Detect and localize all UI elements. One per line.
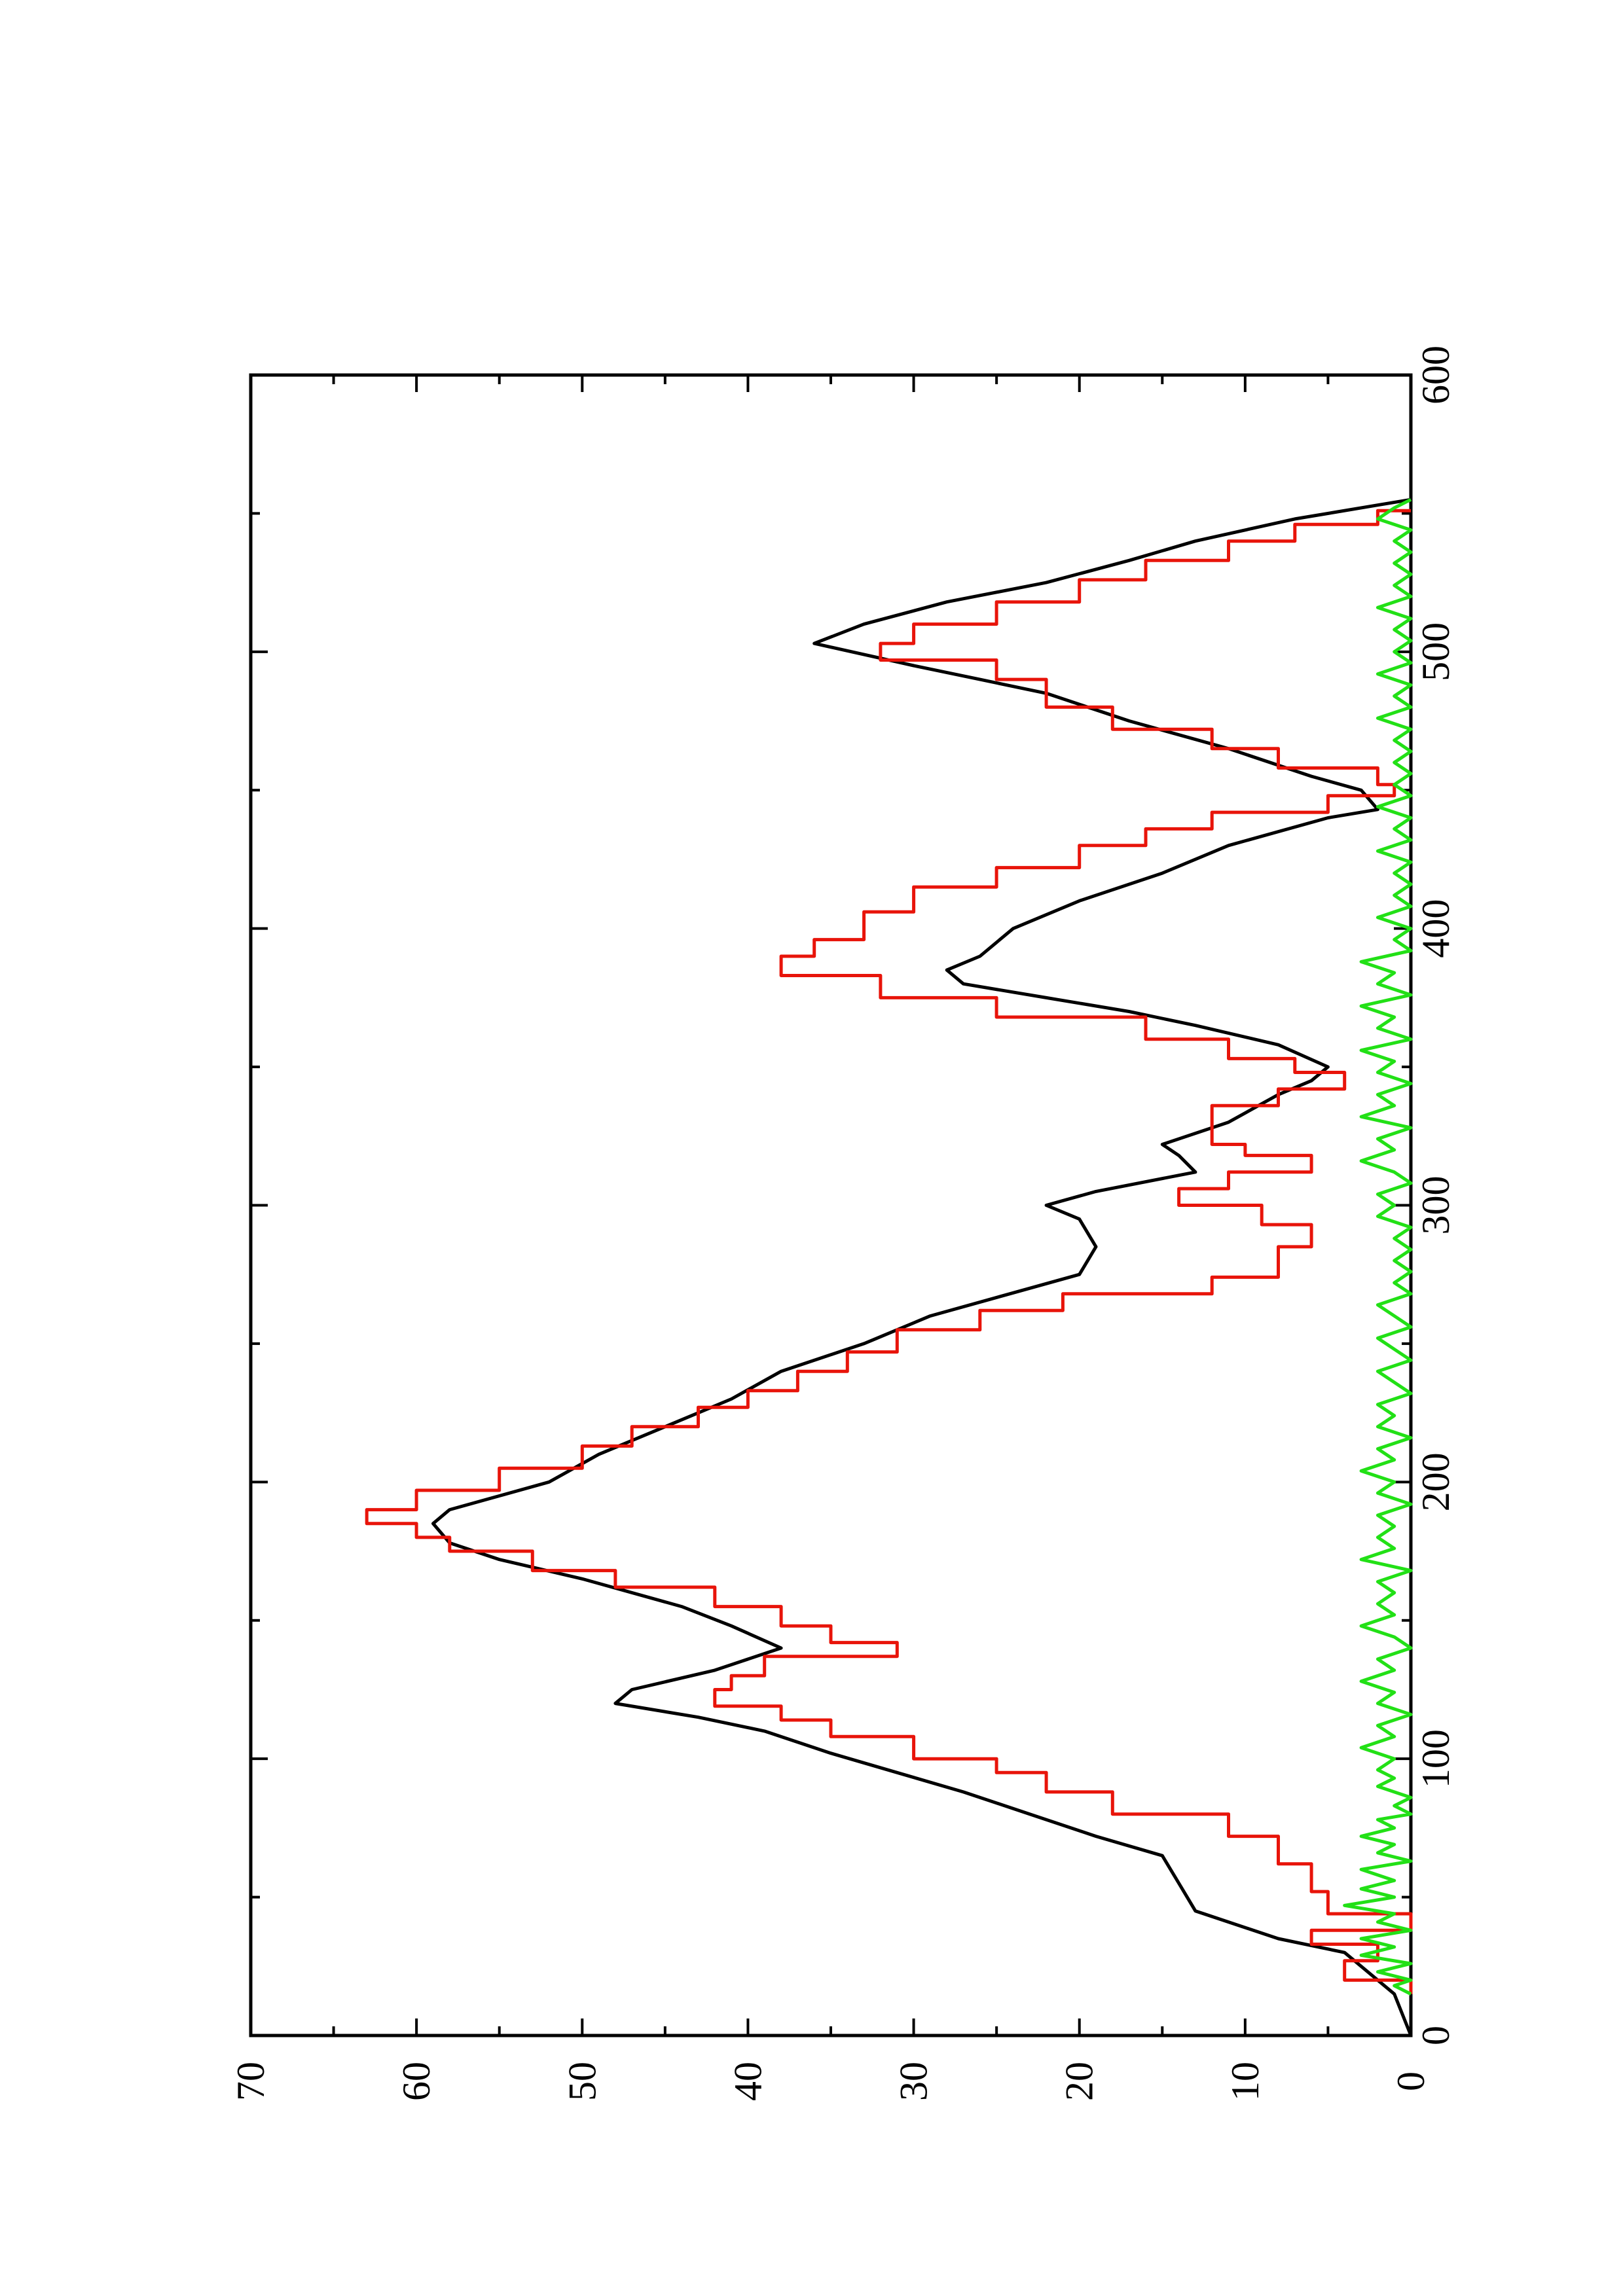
y-tick-label-10: 10	[1224, 2062, 1267, 2101]
x-tick-label-600: 600	[1414, 346, 1457, 404]
x-tick-label-100: 100	[1414, 1729, 1457, 1788]
y-tick-label-30: 30	[892, 2062, 936, 2101]
x-tick-label-400: 400	[1414, 899, 1457, 958]
y-tick-label-40: 40	[726, 2062, 769, 2101]
y-tick-label-60: 60	[395, 2062, 438, 2101]
y-tick-label-0: 0	[1389, 2072, 1432, 2091]
y-tick-label-70: 70	[229, 2062, 272, 2101]
series-line-0	[431, 497, 1413, 2036]
axis-ticks	[249, 374, 1412, 2037]
x-tick-label-200: 200	[1414, 1452, 1457, 1511]
x-tick-label-0: 0	[1414, 2026, 1457, 2045]
x-tick-label-300: 300	[1414, 1176, 1457, 1235]
x-tick-label-500: 500	[1414, 622, 1457, 681]
series-layer	[365, 497, 1413, 2036]
series-line-2	[1343, 498, 1413, 1996]
series-line-1	[365, 509, 1413, 1994]
y-tick-label-20: 20	[1058, 2062, 1101, 2101]
y-tick-label-50: 50	[560, 2062, 604, 2101]
tick-labels: 0 100 200 300 400 500 600 0 10 20 30 40 50 60 70	[229, 346, 1457, 2101]
